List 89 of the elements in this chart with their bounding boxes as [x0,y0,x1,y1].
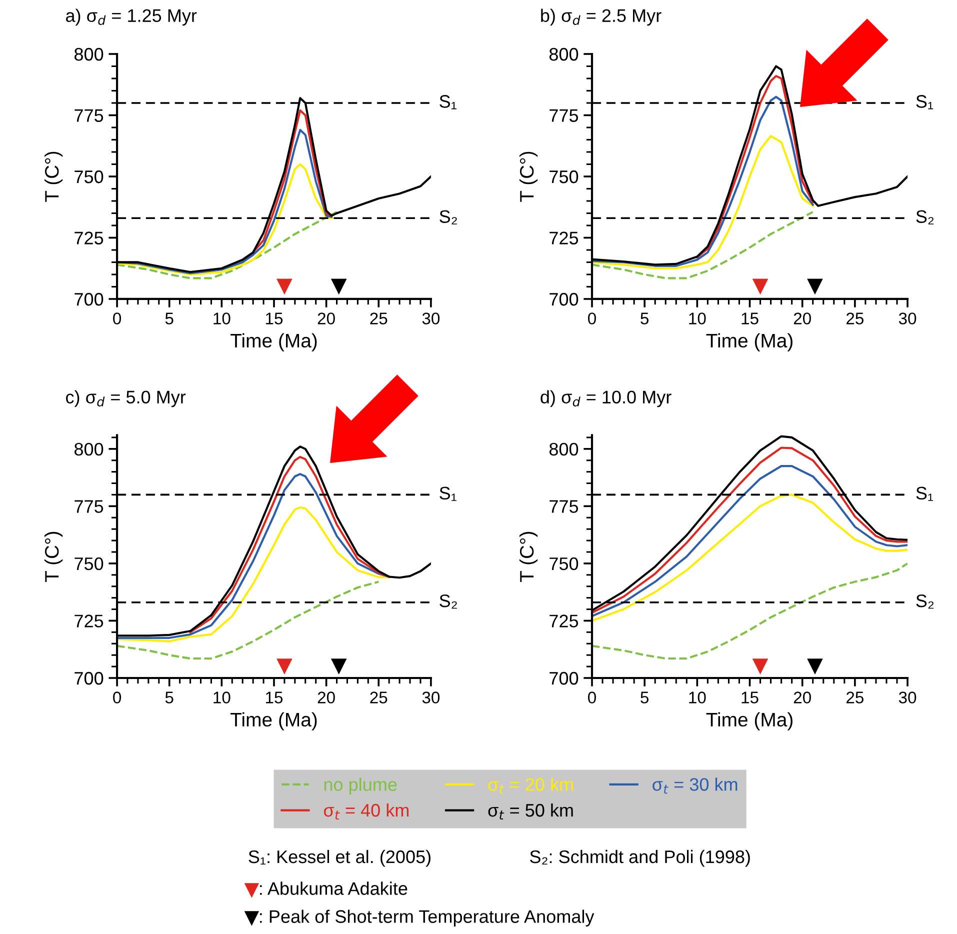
y-tick-label: 775 [550,500,578,513]
chart-title: d) σ$_{d}$ = 10.0 Myr [540,390,672,408]
line-series [592,96,814,267]
x-tick-label: 20 [794,312,811,324]
y-tick-label: 725 [550,232,578,244]
line-series [117,580,380,660]
x-tick-label: 5 [165,692,174,704]
y-tick-label: 700 [550,672,578,685]
line-series [592,210,814,280]
y-tick-label: 725 [550,614,578,628]
x-tick-label: 5 [640,692,649,704]
line-series [696,74,814,258]
chart-title: b) σ$_{d}$ = 2.5 Myr [541,8,662,26]
y-axis-title: T (C°) [44,152,63,202]
x-tick-label: 15 [266,312,283,324]
ref-line-label: S₁ [916,95,934,110]
chart-title: c) σ$_{d}$ = 5.0 Myr [66,390,186,408]
y-tick-label: 700 [550,292,578,306]
ref-line-label: S₁ [440,486,456,501]
text: S₂: Schmidt and Poli (1998) [530,850,750,867]
x-axis-title: Time (Ma) [230,333,317,352]
line-series [117,473,390,639]
y-tick-label: 750 [74,557,104,570]
x-tick-label: 0 [113,692,122,704]
chart-title: a) σ$_{d}$ = 1.25 Myr [66,8,197,26]
x-tick-label: 20 [318,692,335,704]
y-axis-title: T (C°) [519,152,538,202]
line-series [117,506,390,642]
legend-label: σ$_{t}$ = 50 km [488,803,573,820]
x-tick-label: 10 [214,692,230,704]
x-tick-label: 20 [318,312,335,324]
text: : Abukuma Adakite [260,882,408,895]
y-tick-label: 775 [74,500,104,513]
x-tick-label: 10 [689,692,706,704]
x-tick-label: 0 [113,312,122,324]
x-tick-label: 30 [898,692,916,704]
line-series [117,210,338,280]
y-tick-label: 725 [74,232,104,244]
legend-label: σ$_{t}$ = 40 km [324,803,409,820]
y-tick-label: 700 [74,292,104,306]
y-tick-label: 800 [74,48,104,61]
x-tick-label: 25 [370,692,388,704]
y-axis-title: T (C°) [519,532,538,582]
text: S₁: Kessel et al. (2005) [248,850,430,867]
ref-line-label: S₂ [440,210,457,224]
x-tick-label: 25 [846,312,864,324]
x-tick-label: 0 [588,312,596,324]
y-tick-label: 800 [549,48,578,61]
x-axis-title: Time (Ma) [230,712,317,730]
x-tick-label: 30 [898,312,916,324]
line-series [592,562,908,660]
x-tick-label: 10 [214,312,230,324]
y-tick-label: 775 [74,109,104,122]
x-tick-label: 15 [266,692,283,704]
text: : Peak of Shot-term Temperature Anomaly [260,910,594,927]
x-axis-title: Time (Ma) [706,712,792,730]
legend-label: σ$_{t}$ = 30 km [652,778,738,794]
x-tick-label: 5 [640,312,649,324]
y-tick-label: 750 [550,557,578,570]
legend-label: no plume [324,778,397,795]
x-tick-label: 30 [422,312,440,324]
x-tick-label: 25 [846,692,864,704]
line-series [592,494,908,622]
y-axis-title: T (C°) [44,532,63,582]
x-axis-title: Time (Ma) [706,333,792,352]
y-tick-label: 750 [74,170,104,184]
ref-line-label: S₂ [916,594,934,609]
x-tick-label: 15 [742,312,758,324]
x-tick-label: 20 [794,692,811,704]
y-tick-label: 775 [550,109,578,122]
legend-label: σ$_{t}$ = 20 km [488,778,573,794]
y-tick-label: 700 [74,672,104,685]
line-series [592,135,814,270]
x-tick-label: 0 [588,692,596,704]
y-tick-label: 800 [74,442,104,456]
x-tick-label: 25 [370,312,388,324]
x-tick-label: 15 [742,692,758,704]
y-tick-label: 750 [550,170,578,184]
line-series [117,163,333,276]
ref-line-label: S₂ [916,210,934,224]
ref-line-label: S₂ [440,594,457,609]
x-tick-label: 10 [689,312,706,324]
ref-line-label: S₁ [440,95,456,110]
x-tick-label: 5 [165,312,174,324]
ref-line-label: S₁ [916,486,934,501]
y-tick-label: 800 [549,442,578,456]
x-tick-label: 30 [422,692,440,704]
y-tick-label: 725 [74,614,104,628]
line-series [189,456,390,634]
